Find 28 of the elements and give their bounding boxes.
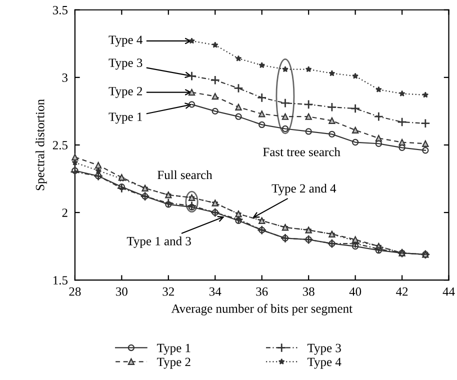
y-tick-label: 3	[62, 73, 68, 82]
annotation: Type 1 and 3	[126, 236, 191, 248]
y-tick-label: 3.5	[52, 6, 68, 14]
x-tick-label: 30	[116, 287, 128, 296]
annotation: Full search	[158, 170, 212, 180]
x-tick-label: 38	[302, 287, 314, 296]
y-tick-label: 1.5	[53, 276, 68, 285]
legend-label: Type 1	[157, 344, 190, 355]
x-tick-label: 36	[256, 287, 268, 296]
annotation: Type 3	[108, 58, 142, 70]
legend-label: Type 3	[307, 344, 341, 355]
x-tick-label: 34	[209, 287, 222, 296]
y-axis-title: Spectral distortion	[35, 99, 47, 190]
annotation: Type 2 and 4	[272, 184, 336, 196]
x-axis-title: Average number of bits per segment	[171, 304, 352, 316]
legend-label: Type 4	[307, 358, 342, 369]
legend-label: Type 2	[157, 358, 190, 369]
x-tick-label: 40	[349, 287, 362, 296]
x-tick-label: 28	[69, 287, 81, 296]
annotation: Type 1	[108, 112, 142, 124]
y-tick-label: 2.5	[52, 141, 68, 150]
x-tick-label: 32	[162, 287, 174, 296]
annotation: Fast tree search	[263, 147, 340, 156]
y-tick-label: 2	[62, 208, 68, 217]
annotation: Type 2	[108, 86, 142, 98]
x-tick-label: 44	[442, 287, 455, 296]
x-tick-label: 42	[396, 287, 408, 296]
annotation: Type 4	[108, 36, 143, 47]
